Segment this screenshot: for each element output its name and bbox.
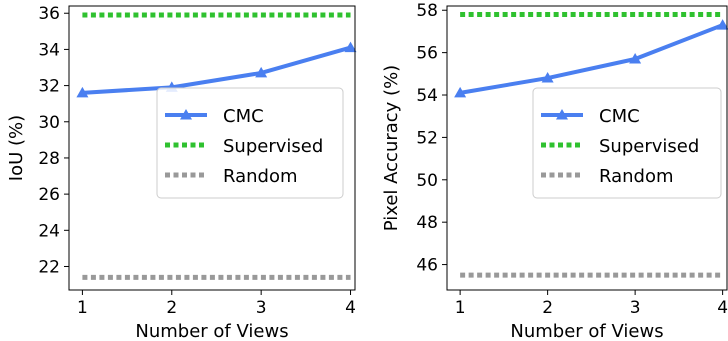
- data-point-cmc-3: [255, 66, 268, 78]
- x-tick-label: 1: [455, 298, 466, 318]
- y-tick-label: 46: [416, 256, 438, 276]
- y-tick-label: 26: [38, 185, 60, 205]
- series-line-cmc: [459, 23, 724, 95]
- legend-label-cmc: CMC: [599, 106, 640, 127]
- y-tick-label: 58: [416, 1, 438, 21]
- series-line-cmc: [82, 45, 352, 95]
- x-axis-label: Number of Views: [135, 321, 288, 341]
- y-tick-label: 54: [416, 86, 438, 106]
- plot-frame: [68, 5, 356, 291]
- x-tick-label: 4: [345, 298, 356, 318]
- x-tick-label: 4: [717, 298, 728, 318]
- data-point-cmc-3: [629, 52, 642, 64]
- y-tick-label: 34: [38, 40, 60, 60]
- y-tick-label: 48: [416, 213, 438, 233]
- x-tick-label: 1: [77, 298, 88, 318]
- plot-frame: [446, 5, 728, 291]
- legend-label-supervised: Supervised: [223, 136, 323, 157]
- y-tick-label: 30: [38, 113, 60, 133]
- y-tick-label: 50: [416, 171, 438, 191]
- x-axis-label: Number of Views: [510, 321, 663, 341]
- legend-marker-cmc: [180, 109, 192, 120]
- legend-marker-cmc: [556, 109, 568, 120]
- y-tick-label: 24: [38, 221, 60, 241]
- y-tick-label: 52: [416, 128, 438, 148]
- pixel-accuracy-chart: 1 2 3 4 46 48 50 52 54 56 58 Number of Views Pixel A…: [381, 1, 728, 341]
- data-point-cmc-4: [716, 19, 728, 30]
- legend-label-supervised: Supervised: [599, 136, 699, 157]
- y-tick-label: 56: [416, 44, 438, 64]
- x-tick-label: 3: [256, 298, 267, 318]
- data-point-cmc-1: [76, 86, 89, 98]
- data-point-cmc-2: [541, 72, 554, 83]
- y-tick-label: 36: [38, 4, 60, 24]
- data-point-cmc-1: [454, 86, 467, 98]
- legend-label-random: Random: [599, 166, 674, 187]
- legend-label-random: Random: [223, 166, 298, 187]
- legend: CMC Supervised Random: [532, 87, 722, 199]
- data-point-cmc-4: [344, 41, 357, 53]
- legend: CMC Supervised Random: [156, 87, 344, 199]
- y-tick-label: 32: [38, 77, 60, 97]
- y-axis-label: Pixel Accuracy (%): [381, 65, 402, 231]
- x-tick-label: 3: [630, 298, 641, 318]
- legend-label-cmc: CMC: [223, 106, 264, 127]
- y-axis-label: IoU (%): [6, 115, 27, 181]
- x-tick-label: 2: [166, 298, 177, 318]
- y-tick-label: 28: [38, 149, 60, 169]
- y-tick-label: 22: [38, 257, 60, 277]
- x-tick-label: 2: [542, 298, 553, 318]
